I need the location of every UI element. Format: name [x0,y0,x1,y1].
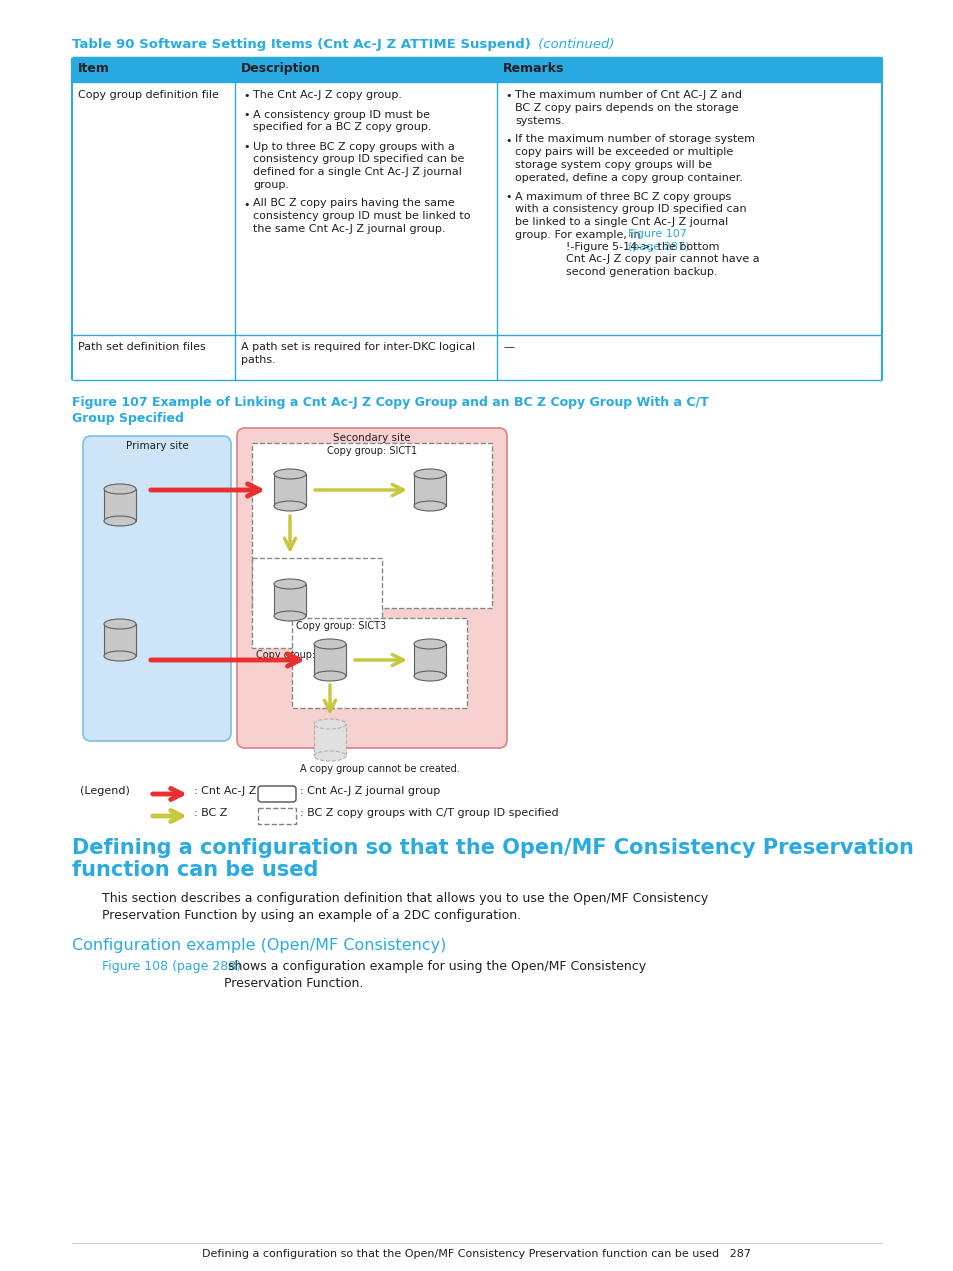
Ellipse shape [414,671,446,681]
Ellipse shape [414,469,446,479]
Text: A consistency group ID must be
specified for a BC Z copy group.: A consistency group ID must be specified… [253,109,431,132]
Bar [414,644,446,676]
Text: If the maximum number of storage system
copy pairs will be exceeded or multiple
: If the maximum number of storage system … [515,135,754,183]
Ellipse shape [104,516,136,526]
Text: Group Specified: Group Specified [71,412,184,425]
Text: —: — [502,342,514,352]
Text: Table 90 Software Setting Items (Cnt Ac-J Z ATTIME Suspend): Table 90 Software Setting Items (Cnt Ac-… [71,38,530,51]
Text: Secondary site: Secondary site [333,433,411,444]
Ellipse shape [314,671,346,681]
Text: Copy group: SICT3: Copy group: SICT3 [295,622,386,630]
Bar [252,444,492,608]
Ellipse shape [104,651,136,661]
Text: shows a configuration example for using the Open/MF Consistency
Preservation Fun: shows a configuration example for using … [224,960,645,990]
Ellipse shape [274,580,306,588]
Ellipse shape [314,639,346,649]
Text: This section describes a configuration definition that allows you to use the Ope: This section describes a configuration d… [102,892,707,921]
Ellipse shape [104,619,136,629]
Text: Item: Item [78,62,110,75]
Text: The Cnt Ac-J Z copy group.: The Cnt Ac-J Z copy group. [253,90,401,100]
Ellipse shape [414,639,446,649]
Bar [104,624,136,656]
Bar [292,618,467,708]
Text: Path set definition files: Path set definition files [78,342,206,352]
Text: •: • [504,192,511,202]
FancyBboxPatch shape [83,436,231,741]
Text: Figure 107 Example of Linking a Cnt Ac-J Z Copy Group and an BC Z Copy Group Wit: Figure 107 Example of Linking a Cnt Ac-J… [71,397,708,409]
Text: •: • [243,92,250,100]
Bar [71,336,882,380]
FancyBboxPatch shape [257,785,295,802]
Text: Copy group definition file: Copy group definition file [78,90,218,100]
Text: : BC Z: : BC Z [193,808,227,819]
Text: function can be used: function can be used [71,860,318,880]
Bar [252,558,381,648]
Text: Figure 108 (page 288): Figure 108 (page 288) [102,960,241,974]
Text: : Cnt Ac-J Z: : Cnt Ac-J Z [193,785,256,796]
Bar [71,58,882,83]
Text: !-Figure 5-14->, the bottom
Cnt Ac-J Z copy pair cannot have a
second generation: !-Figure 5-14->, the bottom Cnt Ac-J Z c… [565,241,759,277]
Text: (continued): (continued) [534,38,614,51]
Text: : BC Z copy groups with C/T group ID specified: : BC Z copy groups with C/T group ID spe… [299,808,558,819]
Text: A maximum of three BC Z copy groups
with a consistency group ID specified can
be: A maximum of three BC Z copy groups with… [515,192,746,240]
Bar [414,474,446,506]
Text: Up to three BC Z copy groups with a
consistency group ID specified can be
define: Up to three BC Z copy groups with a cons… [253,141,464,189]
Text: Description: Description [241,62,320,75]
Text: Remarks: Remarks [502,62,564,75]
Ellipse shape [274,501,306,511]
Text: A copy group cannot be created.: A copy group cannot be created. [299,764,459,774]
Text: •: • [504,136,511,145]
Ellipse shape [314,751,346,761]
Ellipse shape [314,719,346,730]
Bar [314,644,346,676]
Ellipse shape [104,484,136,494]
Bar [257,808,295,824]
Text: : Cnt Ac-J Z journal group: : Cnt Ac-J Z journal group [299,785,439,796]
Text: Copy group: SICT2: Copy group: SICT2 [255,649,346,660]
Text: Defining a configuration so that the Open/MF Consistency Preservation function c: Defining a configuration so that the Ope… [202,1249,751,1260]
Text: •: • [243,142,250,153]
Text: (Legend): (Legend) [80,785,130,796]
Text: Configuration example (Open/MF Consistency): Configuration example (Open/MF Consisten… [71,938,446,953]
Text: Defining a configuration so that the Open/MF Consistency Preservation: Defining a configuration so that the Ope… [71,838,913,858]
Text: Figure 107
(page 287): Figure 107 (page 287) [627,229,688,252]
Ellipse shape [274,469,306,479]
Text: •: • [243,200,250,210]
Bar [274,583,306,616]
Bar [314,724,346,756]
Text: Primary site: Primary site [126,441,188,451]
Bar [274,474,306,506]
Bar [71,83,882,336]
Text: •: • [504,92,511,100]
Text: A path set is required for inter-DKC logical
paths.: A path set is required for inter-DKC log… [241,342,475,365]
Ellipse shape [274,611,306,622]
FancyBboxPatch shape [236,428,506,749]
Ellipse shape [414,501,446,511]
Bar [104,489,136,521]
Text: Copy group: SICT1: Copy group: SICT1 [327,446,416,456]
Text: All BC Z copy pairs having the same
consistency group ID must be linked to
the s: All BC Z copy pairs having the same cons… [253,198,470,234]
Text: The maximum number of Cnt AC-J Z and
BC Z copy pairs depends on the storage
syst: The maximum number of Cnt AC-J Z and BC … [515,90,741,126]
Text: •: • [243,111,250,121]
